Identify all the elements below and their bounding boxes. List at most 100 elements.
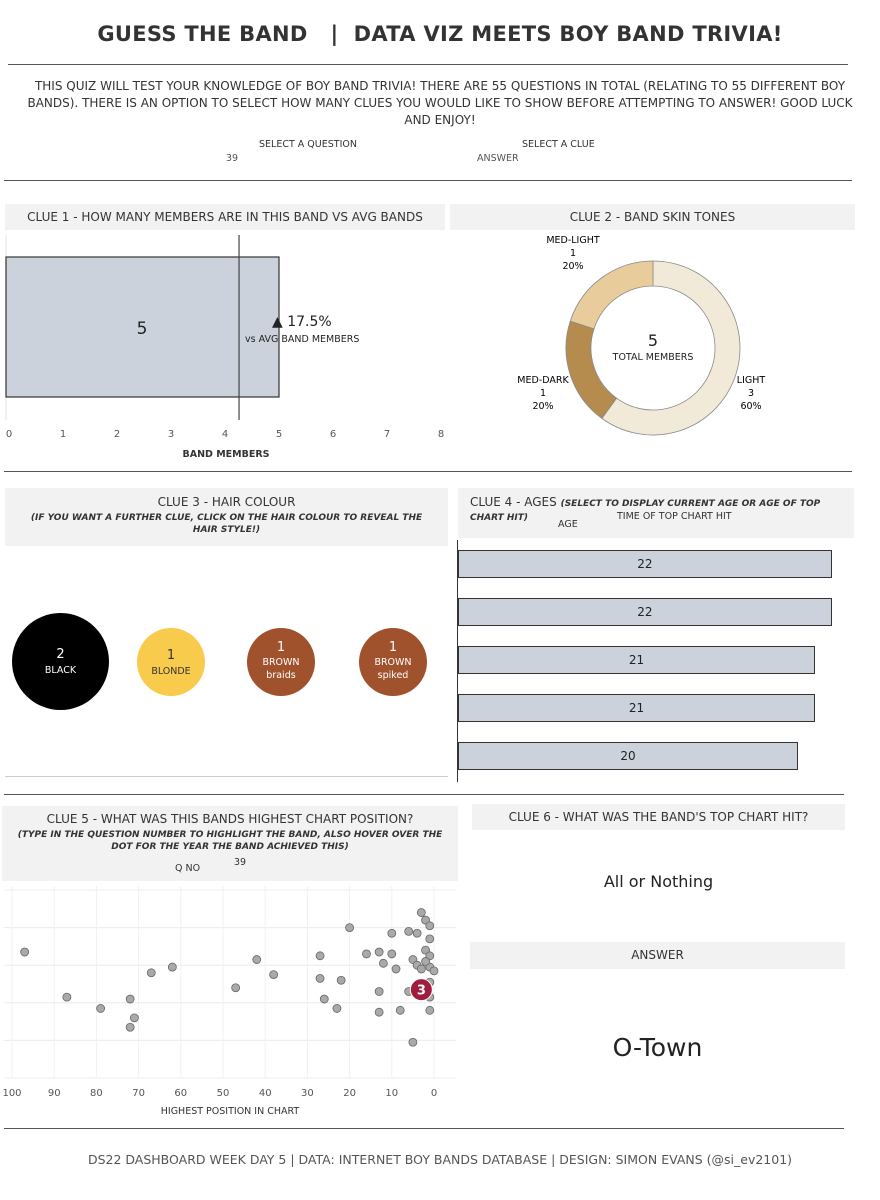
clue2-title: CLUE 2 - BAND SKIN TONES: [450, 204, 855, 230]
scatter-point[interactable]: [425, 1005, 435, 1015]
scatter-point[interactable]: [336, 975, 346, 985]
scatter-point[interactable]: [374, 1007, 384, 1017]
scatter-point[interactable]: [125, 994, 135, 1004]
clue1-x-label: BAND MEMBERS: [182, 449, 269, 460]
scatter-point[interactable]: [391, 964, 401, 974]
hair-bubble-blonde[interactable]: 1 BLONDE: [137, 628, 205, 696]
clue1-x-ticks: 0 1 2 3 4 5 6 7 8: [6, 429, 444, 440]
clue5-x-tick: 50: [217, 1088, 230, 1099]
donut-slice-med-light[interactable]: [569, 260, 654, 330]
hair-bubble-brown-spiked-name: BROWN: [374, 657, 412, 668]
scatter-point[interactable]: [319, 994, 329, 1004]
scatter-point[interactable]: [416, 964, 426, 974]
scatter-point[interactable]: [387, 928, 397, 938]
clue4-title-note: (SELECT TO DISPLAY CURRENT AGE OR AGE OF…: [470, 499, 821, 523]
header-divider: [8, 64, 848, 65]
clue2-donut-chart: 5 TOTAL MEMBERS MED-LIGHT 1 20% MED-DARK…: [517, 235, 765, 436]
clue2-label-med-dark-name: MED-DARK: [517, 375, 569, 386]
scatter-point[interactable]: [378, 958, 388, 968]
clue5-x-tick: 100: [2, 1088, 21, 1099]
scatter-point[interactable]: [374, 947, 384, 957]
section-divider-2: [4, 471, 852, 472]
clue3-header: CLUE 3 - HAIR COLOUR (IF YOU WANT A FURT…: [5, 488, 448, 546]
clue4-option-top-chart-hit[interactable]: TIME OF TOP CHART HIT: [617, 511, 732, 522]
clue5-points: 3: [20, 908, 439, 1047]
hair-bubble-blonde-name: BLONDE: [151, 666, 191, 677]
clue4-title: CLUE 4 - AGES: [470, 495, 557, 509]
age-bar[interactable]: 21: [458, 646, 815, 674]
age-bar[interactable]: 22: [458, 550, 832, 578]
scatter-point[interactable]: [20, 947, 30, 957]
scatter-point[interactable]: [362, 949, 371, 959]
select-question-label: SELECT A QUESTION: [259, 139, 357, 150]
hair-bubble-black[interactable]: 2 BLACK: [12, 613, 109, 710]
clue4-option-age[interactable]: AGE: [558, 519, 578, 530]
clue3-title: CLUE 3 - HAIR COLOUR: [157, 495, 296, 509]
hair-bubble-brown-spiked-style: spiked: [377, 670, 409, 681]
scatter-point[interactable]: [315, 951, 325, 961]
scatter-point[interactable]: [62, 992, 72, 1002]
age-bar[interactable]: 22: [458, 598, 832, 626]
clue3-bottom-line: [5, 776, 448, 777]
scatter-point[interactable]: [96, 1004, 106, 1013]
scatter-point[interactable]: [125, 1022, 135, 1032]
clue5-x-tick: 40: [259, 1088, 272, 1099]
clue2-label-med-light-pct: 20%: [562, 261, 583, 272]
clue6-answer: O-Town: [612, 1033, 703, 1062]
select-question-dropdown[interactable]: 39: [226, 153, 239, 164]
scatter-point[interactable]: [252, 955, 262, 964]
scatter-point[interactable]: [408, 1037, 418, 1047]
clue5-grid: [4, 886, 456, 1079]
scatter-point[interactable]: [421, 957, 430, 966]
clue5-x-label: HIGHEST POSITION IN CHART: [161, 1106, 300, 1117]
clue3-subtitle: (IF YOU WANT A FURTHER CLUE, CLICK ON TH…: [30, 513, 423, 535]
section-divider-3: [4, 794, 844, 795]
clue1-x-tick: 6: [330, 429, 336, 440]
scatter-highlight-label: 3: [417, 984, 426, 999]
hair-bubble-brown-spiked[interactable]: 1 BROWN spiked: [359, 628, 427, 696]
clue4-axis-line: [457, 540, 458, 782]
clue1-x-tick: 3: [168, 429, 174, 440]
scatter-point[interactable]: [345, 923, 355, 932]
scatter-point[interactable]: [315, 973, 325, 983]
scatter-point[interactable]: [167, 962, 177, 972]
select-clue-dropdown[interactable]: ANSWER: [477, 153, 519, 164]
clue1-x-tick: 8: [438, 429, 444, 440]
clue1-x-tick: 2: [114, 429, 120, 440]
scatter-point[interactable]: [395, 1005, 405, 1015]
age-bar[interactable]: 20: [458, 742, 798, 770]
clue1-bar[interactable]: [5, 256, 280, 398]
scatter-point[interactable]: [332, 1004, 342, 1013]
scatter-point[interactable]: [269, 970, 279, 979]
scatter-point[interactable]: [425, 934, 435, 944]
scatter-highlight-point[interactable]: [409, 978, 433, 1002]
scatter-point[interactable]: [129, 1013, 139, 1023]
clue5-subtitle: (TYPE IN THE QUESTION NUMBER TO HIGHLIGH…: [17, 830, 443, 852]
clue5-qno-input[interactable]: 39: [234, 857, 247, 868]
hair-bubble-black-count: 2: [56, 647, 65, 662]
age-bar[interactable]: 21: [458, 694, 815, 722]
scatter-point[interactable]: [429, 966, 439, 976]
hair-bubble-brown-braids[interactable]: 1 BROWN braids: [247, 628, 315, 696]
scatter-point[interactable]: [425, 921, 435, 931]
scatter-point[interactable]: [374, 987, 384, 996]
donut-slice-med-dark[interactable]: [565, 320, 618, 419]
clue1-x-tick: 4: [222, 429, 228, 440]
clue5-title: CLUE 5 - WHAT WAS THIS BANDS HIGHEST CHA…: [46, 812, 414, 826]
clue2-label-med-light-count: 1: [570, 248, 576, 259]
scatter-point[interactable]: [146, 968, 156, 978]
clue1-x-tick: 5: [276, 429, 282, 440]
scatter-point[interactable]: [231, 983, 241, 993]
scatter-point[interactable]: [387, 949, 397, 959]
clue2-center-value: 5: [648, 331, 658, 350]
donut-slice-light[interactable]: [601, 260, 741, 436]
select-clue-label: SELECT A CLUE: [522, 139, 595, 150]
clue5-x-tick: 70: [132, 1088, 145, 1099]
clue2-label-med-dark-count: 1: [540, 388, 546, 399]
scatter-point[interactable]: [412, 928, 422, 938]
scatter-point[interactable]: [404, 926, 414, 936]
clue1-x-tick: 7: [384, 429, 390, 440]
hair-bubble-brown-braids-style: braids: [266, 670, 296, 681]
scatter-point[interactable]: [416, 908, 426, 917]
clue5-x-tick: 80: [90, 1088, 103, 1099]
